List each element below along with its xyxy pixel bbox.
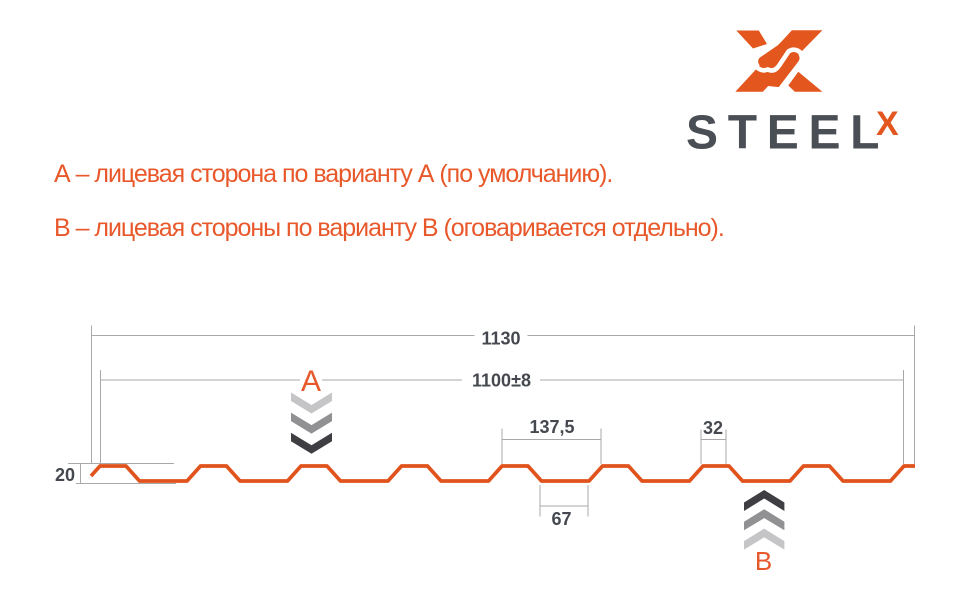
svg-text:1130: 1130	[481, 329, 520, 349]
svg-text:20: 20	[55, 465, 75, 485]
svg-text:137,5: 137,5	[529, 417, 574, 437]
svg-text:B: B	[755, 546, 772, 576]
svg-text:STEEL: STEEL	[686, 107, 889, 160]
svg-text:A: A	[301, 365, 321, 398]
svg-text:1100±8: 1100±8	[472, 371, 531, 391]
svg-text:X: X	[876, 105, 899, 143]
svg-text:67: 67	[551, 509, 571, 529]
svg-text:32: 32	[703, 418, 723, 438]
